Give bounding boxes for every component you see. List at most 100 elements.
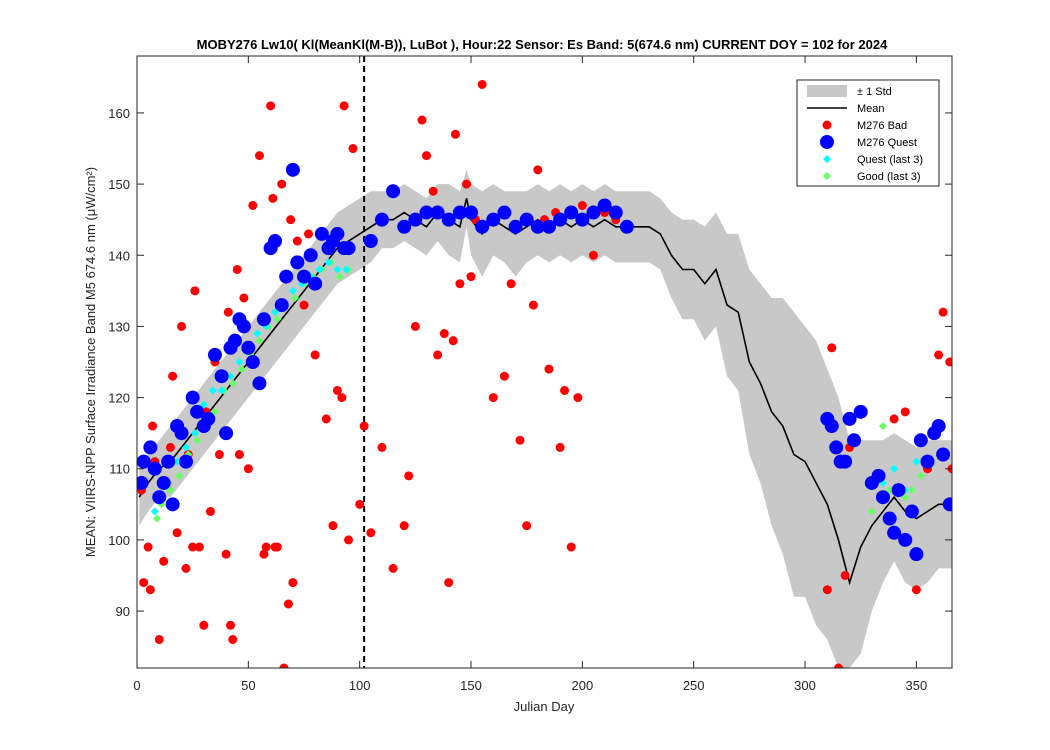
bad-point (355, 499, 365, 509)
bad-point (506, 279, 516, 289)
quest-point (829, 440, 844, 455)
bad-point (288, 578, 298, 588)
mean-line (138, 198, 952, 586)
quest-point (586, 205, 601, 220)
bad-point (439, 329, 449, 339)
axis-ticks: 0 50 100 150 200 250 300 350 90 100 110 120 130 140 15… (108, 56, 952, 693)
bad-point (428, 186, 438, 196)
quest-point (174, 426, 189, 441)
bad-point (488, 393, 498, 403)
bad-point (199, 620, 209, 630)
quest-last3-point (288, 286, 297, 295)
bad-point (528, 300, 538, 310)
bad-point (945, 357, 952, 367)
quest-point (530, 219, 545, 234)
bad-point (455, 279, 465, 289)
quest-point (452, 205, 467, 220)
good-last3-point (273, 315, 282, 324)
quest-point (207, 347, 222, 362)
bad-point (417, 115, 427, 125)
quest-point (241, 340, 256, 355)
quest-point (619, 219, 634, 234)
quest-point (430, 205, 445, 220)
bad-point (404, 471, 414, 481)
quest-point (386, 184, 401, 199)
legend-label: Mean (857, 103, 885, 115)
bad-point (337, 393, 347, 403)
mean-line-layer (138, 56, 952, 668)
bad-point (283, 599, 293, 609)
x-tick-label: 250 (683, 678, 705, 693)
y-tick-label: 90 (116, 604, 130, 619)
legend-label: Good (last 3) (857, 171, 921, 183)
quest-point (308, 276, 323, 291)
bad-point (243, 464, 253, 474)
bad-point (143, 542, 153, 552)
y-tick-label: 100 (108, 533, 130, 548)
quest-point (838, 454, 853, 469)
quest-point (397, 219, 412, 234)
bad-point (228, 635, 238, 645)
bad-point (292, 236, 302, 246)
quest-point (608, 205, 623, 220)
bad-point (226, 620, 236, 630)
legend-quest-swatch (820, 135, 834, 149)
legend-label: ± 1 Std (857, 86, 892, 98)
quest-point (143, 440, 158, 455)
x-tick-label: 150 (460, 678, 482, 693)
bad-point (515, 435, 525, 445)
quest-last3-point (217, 386, 226, 395)
quest-point (290, 255, 305, 270)
bad-point (889, 414, 899, 424)
quest-point (156, 475, 171, 490)
good-last3-point (291, 293, 300, 302)
bad-point (377, 442, 387, 452)
bad-point (234, 450, 244, 460)
bad-point (344, 535, 354, 545)
bad-point (577, 200, 587, 210)
good-last3-point (907, 486, 916, 495)
x-axis-label: Julian Day (514, 699, 575, 714)
quest-last3-point (342, 265, 351, 274)
bad-point (833, 663, 843, 668)
quest-point (245, 355, 260, 369)
y-tick-label: 150 (108, 177, 130, 192)
series-bad-points (137, 79, 952, 668)
quest-point (297, 269, 312, 284)
y-tick-label: 160 (108, 106, 130, 121)
quest-point (920, 454, 935, 469)
quest-point (330, 226, 345, 241)
quest-last3-point (208, 386, 217, 395)
quest-point (909, 547, 924, 562)
bad-point (239, 293, 249, 303)
bad-point (254, 151, 264, 161)
bad-point (272, 542, 282, 552)
bad-point (266, 101, 276, 111)
bad-point (900, 407, 910, 417)
quest-last3-point (235, 358, 244, 366)
quest-point (152, 490, 167, 505)
good-last3-point (255, 336, 264, 345)
quest-point (891, 483, 906, 498)
quest-point (363, 234, 378, 249)
bad-point (448, 336, 458, 346)
y-tick-label: 120 (108, 391, 130, 406)
quest-point (314, 226, 329, 241)
quest-point (227, 333, 242, 348)
bad-point (938, 307, 948, 317)
quest-point (219, 426, 234, 441)
quest-last3-point (226, 372, 235, 381)
bad-point (388, 563, 398, 573)
bad-point (165, 442, 175, 452)
legend-quest-last3-swatch (823, 155, 831, 163)
quest-point (541, 219, 556, 234)
good-last3-point (237, 365, 246, 374)
quest-point (875, 490, 890, 505)
std-band-layer (139, 169, 952, 668)
bad-point (205, 506, 215, 516)
quest-last3-point (315, 265, 324, 274)
quest-point (824, 419, 839, 434)
legend: ± 1 Std Mean M276 Bad M276 Quest Quest (last… (796, 79, 940, 187)
good-last3-point (153, 514, 162, 523)
bad-point (286, 215, 296, 225)
